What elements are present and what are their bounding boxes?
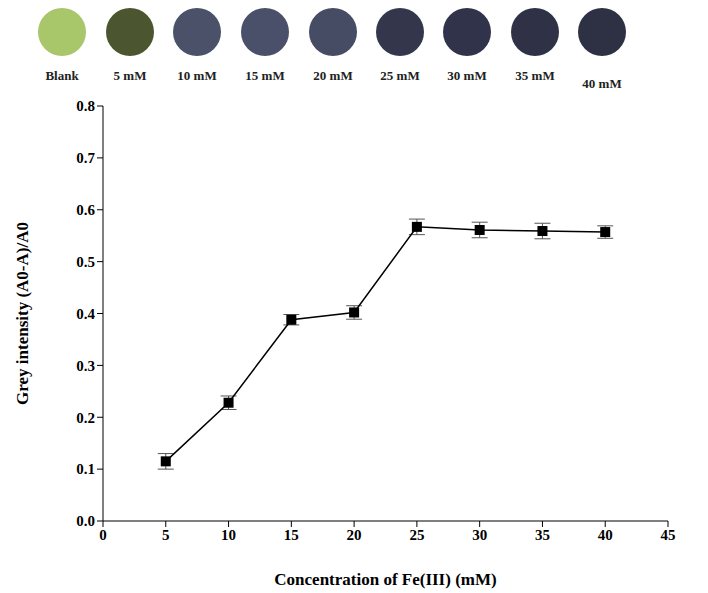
html-text:35 mM: 35 mM xyxy=(515,68,555,83)
svg-text:Concentration of Fe(III) (mM): Concentration of Fe(III) (mM) xyxy=(274,570,496,589)
svg-text:0.8: 0.8 xyxy=(76,98,95,114)
svg-text:0.1: 0.1 xyxy=(76,461,95,477)
svg-text:15: 15 xyxy=(284,527,299,543)
svg-text:20: 20 xyxy=(347,527,362,543)
html-text:5 mM: 5 mM xyxy=(113,68,147,83)
svg-text:0.4: 0.4 xyxy=(76,306,95,322)
svg-text:0.2: 0.2 xyxy=(76,410,95,426)
svg-text:0.5: 0.5 xyxy=(76,254,95,270)
html-text:10 mM: 10 mM xyxy=(177,68,217,83)
html-text:15 mM: 15 mM xyxy=(245,68,285,83)
svg-text:30: 30 xyxy=(472,527,487,543)
svg-text:5: 5 xyxy=(162,527,170,543)
html-text:30 mM: 30 mM xyxy=(447,68,487,83)
html-text:40 mM: 40 mM xyxy=(582,76,622,91)
svg-text:Grey intensity (A0-A)/A0: Grey intensity (A0-A)/A0 xyxy=(13,222,32,405)
svg-text:0: 0 xyxy=(99,527,107,543)
svg-text:0.3: 0.3 xyxy=(76,358,95,374)
html-text:20 mM: 20 mM xyxy=(313,68,353,83)
svg-text:45: 45 xyxy=(661,527,676,543)
svg-text:0.6: 0.6 xyxy=(76,202,95,218)
svg-text:25: 25 xyxy=(409,527,424,543)
html-text:25 mM: 25 mM xyxy=(380,68,420,83)
svg-text:40: 40 xyxy=(598,527,613,543)
svg-text:10: 10 xyxy=(221,527,236,543)
html-text:Blank: Blank xyxy=(45,68,79,83)
svg-text:0.0: 0.0 xyxy=(76,513,95,529)
svg-text:0.7: 0.7 xyxy=(76,150,95,166)
svg-text:35: 35 xyxy=(535,527,550,543)
